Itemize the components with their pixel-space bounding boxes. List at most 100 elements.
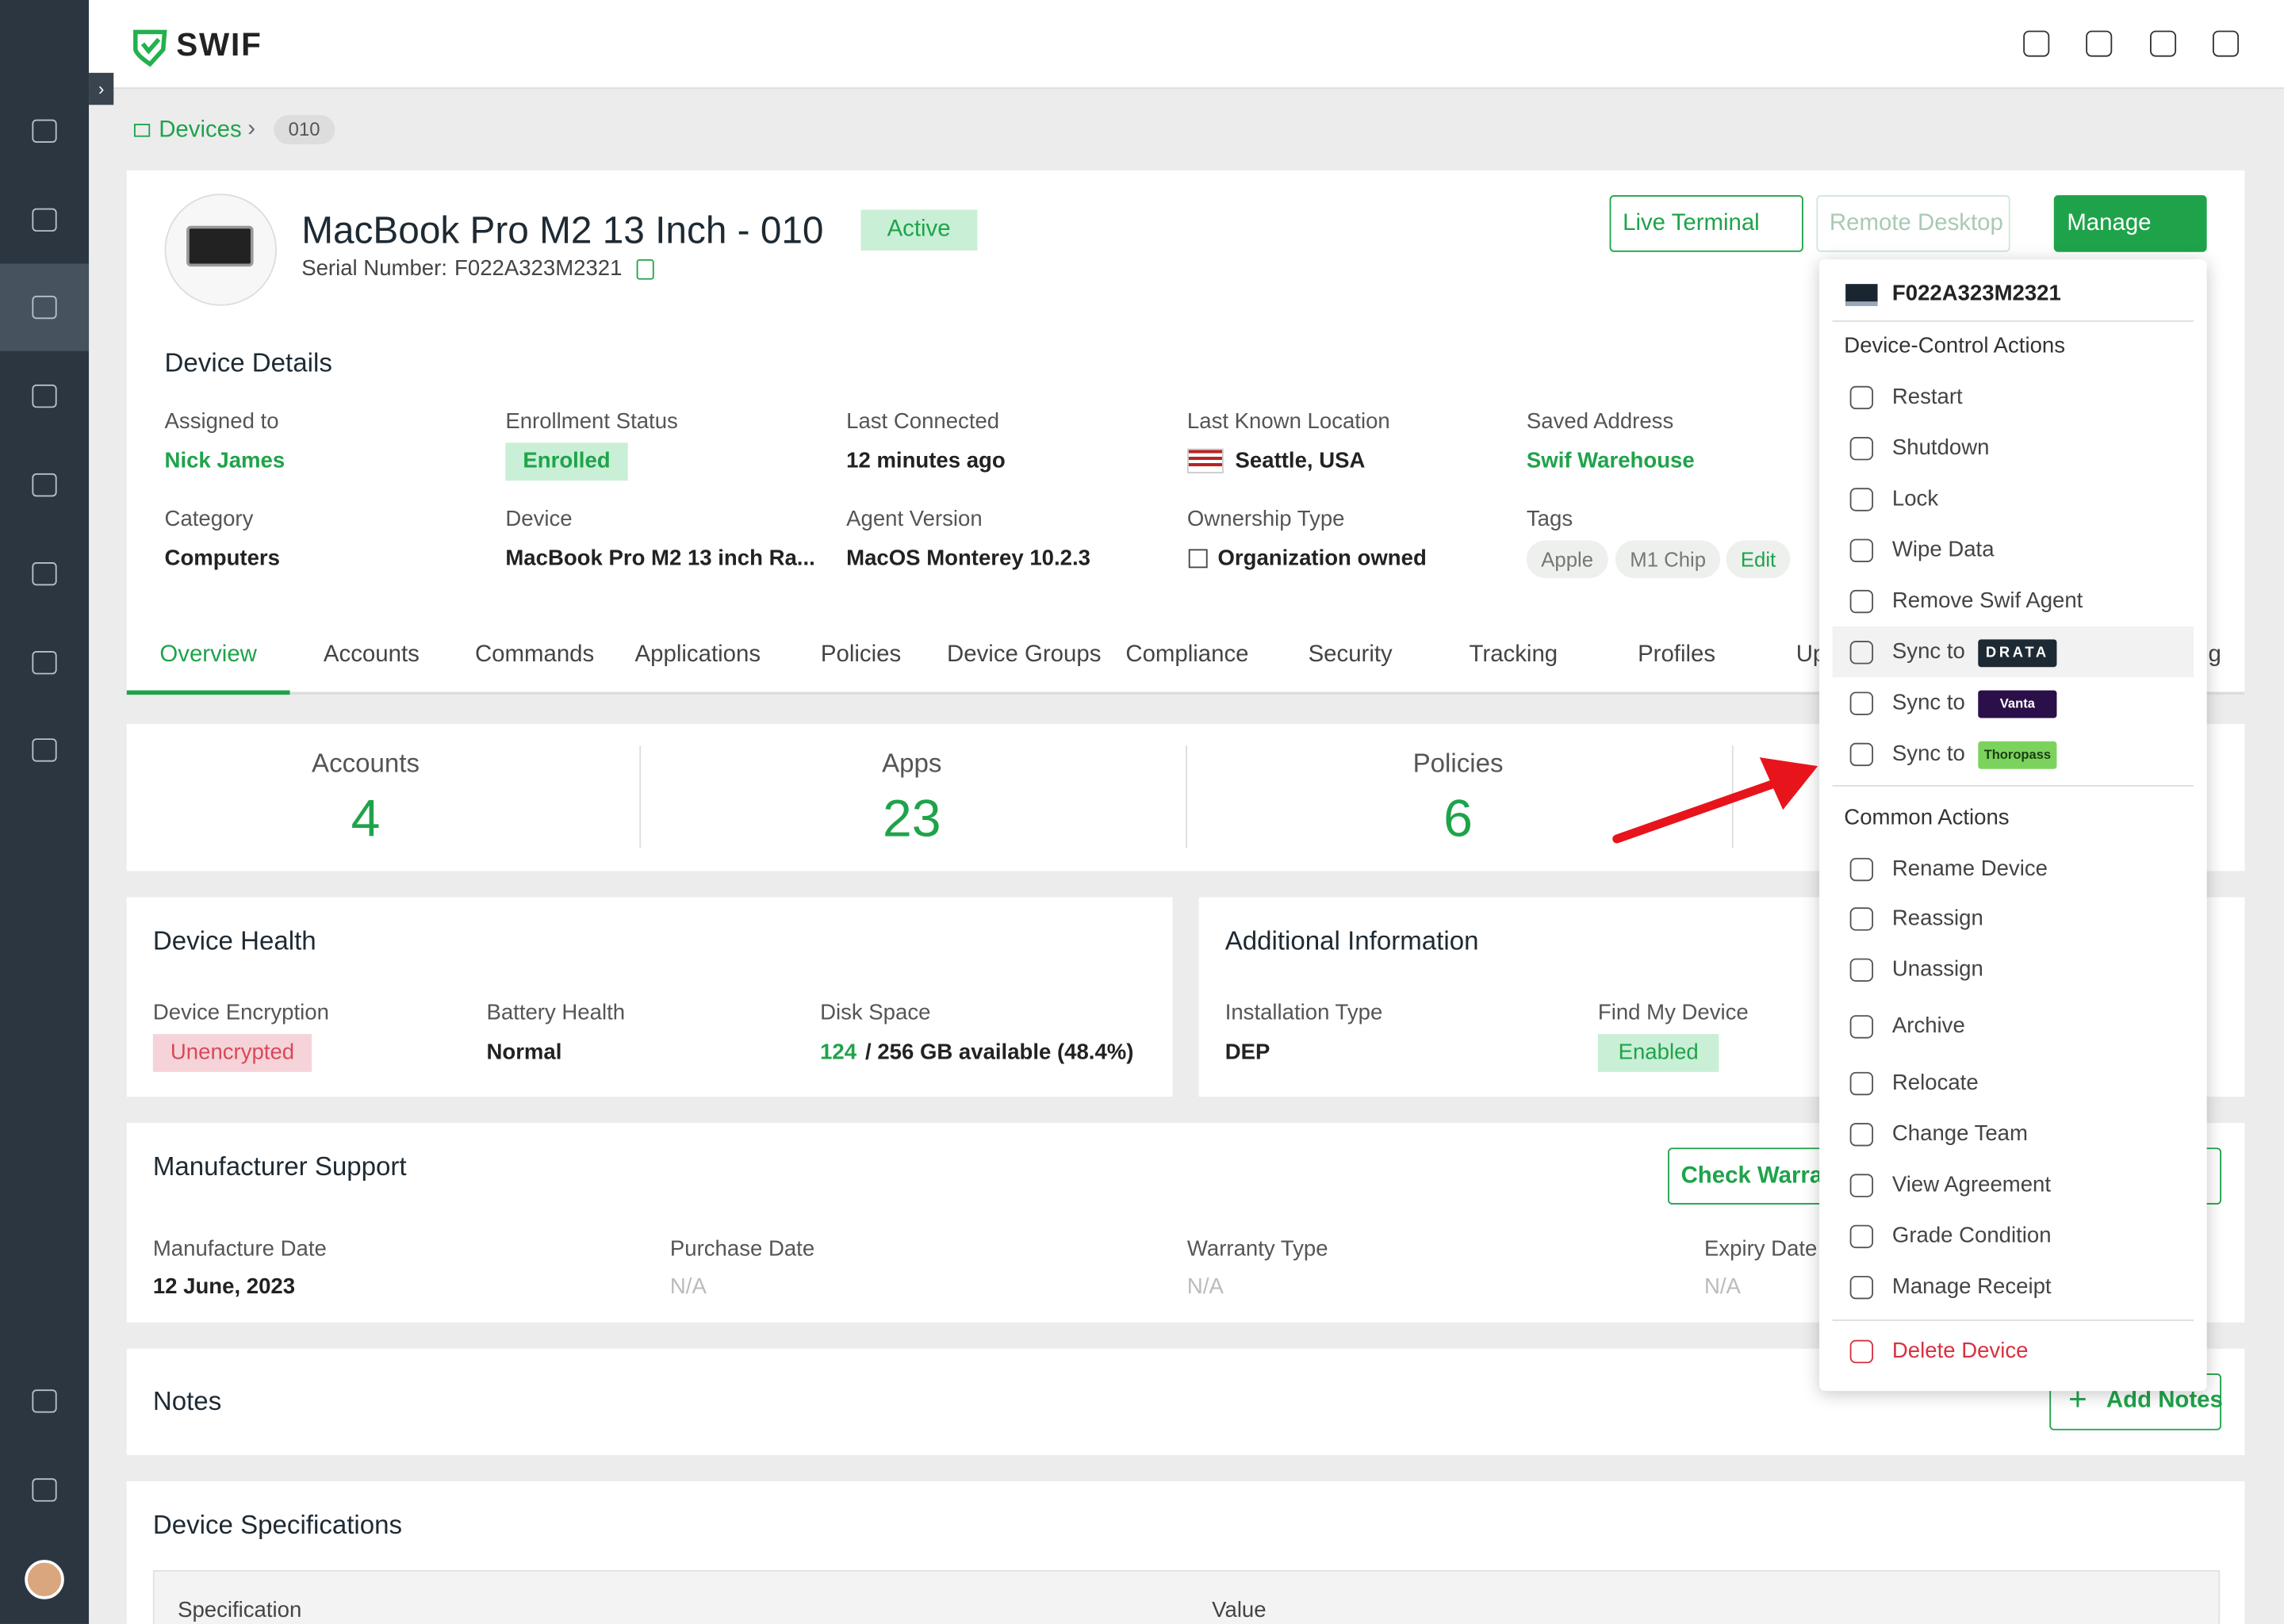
menu-item[interactable]: Remove Swif Agent xyxy=(1891,588,2083,614)
top-icon[interactable] xyxy=(2212,30,2240,57)
sidebar-icon[interactable] xyxy=(32,119,57,143)
header-button-label[interactable]: Live Terminal xyxy=(1623,211,1760,236)
partner-badge: DRATA xyxy=(1978,639,2057,668)
add-notes-label[interactable]: Add Notes xyxy=(2106,1388,2223,1413)
menu-item[interactable]: Change Team xyxy=(1891,1121,2028,1147)
menu-item[interactable]: Unassign xyxy=(1891,956,1983,982)
section-title: Device Specifications xyxy=(152,1510,403,1540)
tab[interactable]: Security xyxy=(1308,642,1393,668)
tab[interactable]: Policies xyxy=(820,642,902,668)
field-value: DEP xyxy=(1224,1040,1270,1065)
tab[interactable]: g xyxy=(2208,642,2221,668)
menu-item[interactable]: Sync to xyxy=(1891,741,1965,767)
field-label: Agent Version xyxy=(846,507,983,532)
building-icon xyxy=(1188,549,1208,569)
field-label: Assigned to xyxy=(164,409,279,435)
menu-item-icon xyxy=(1849,907,1874,931)
sidebar-toggle[interactable]: › xyxy=(89,72,114,105)
sidebar-icon[interactable] xyxy=(32,561,57,586)
sidebar-icon[interactable] xyxy=(32,384,57,408)
menu-item[interactable]: Sync to xyxy=(1891,690,1965,715)
field-value: Nick James xyxy=(164,448,286,473)
tag[interactable]: Edit xyxy=(1726,540,1791,579)
menu-divider xyxy=(1832,320,2194,322)
menu-item[interactable]: Manage Receipt xyxy=(1891,1274,2052,1300)
section-title: Additional Information xyxy=(1224,926,1479,956)
field-label: Enrollment Status xyxy=(505,409,678,435)
top-icon[interactable] xyxy=(2023,30,2050,57)
header-button-label[interactable]: Manage xyxy=(2067,211,2152,236)
header-button[interactable] xyxy=(1609,195,1803,252)
header-button[interactable] xyxy=(1816,195,2010,252)
sidebar-icon[interactable] xyxy=(32,473,57,497)
sidebar-icon[interactable] xyxy=(32,651,57,675)
field-label: Warranty Type xyxy=(1186,1236,1328,1262)
user-avatar[interactable] xyxy=(25,1560,64,1599)
tab[interactable]: Tracking xyxy=(1469,642,1558,668)
menu-item-icon xyxy=(1849,385,1874,410)
menu-item[interactable]: Relocate xyxy=(1891,1070,1979,1096)
tabs-border xyxy=(126,691,2245,695)
tag: M1 Chip xyxy=(1615,540,1721,579)
sidebar-icon[interactable] xyxy=(32,1389,57,1413)
menu-item[interactable]: Sync to xyxy=(1891,639,1965,665)
menu-item-icon xyxy=(1849,641,1874,665)
field-value: MacBook Pro M2 13 inch Ra... xyxy=(505,546,815,571)
menu-item-icon xyxy=(1849,1174,1874,1197)
logo-icon xyxy=(133,29,167,67)
sidebar-icon[interactable] xyxy=(32,1478,57,1502)
field-value: Computers xyxy=(164,546,280,571)
sidebar xyxy=(0,0,90,1624)
tag: Apple xyxy=(1526,540,1608,579)
breadcrumb-link[interactable]: Devices xyxy=(159,117,242,143)
warranty-button-label[interactable]: Check Warran xyxy=(1680,1163,1838,1189)
top-bar xyxy=(89,0,2284,90)
field-label: Device Encryption xyxy=(152,1000,329,1026)
menu-delete[interactable]: Delete Device xyxy=(1891,1338,2029,1364)
tab[interactable]: Commands xyxy=(474,642,595,668)
menu-item[interactable]: Restart xyxy=(1891,384,1963,410)
tab[interactable]: Overview xyxy=(159,642,257,668)
menu-item[interactable]: Wipe Data xyxy=(1891,537,1995,562)
field-label: Last Connected xyxy=(846,409,1000,435)
field-label: Ownership Type xyxy=(1186,507,1345,532)
serial-label: Serial Number: xyxy=(301,256,447,282)
menu-device-icon xyxy=(1845,284,1878,306)
tab[interactable]: Profiles xyxy=(1638,642,1716,668)
stat-value: 4 xyxy=(351,787,381,848)
copy-icon[interactable] xyxy=(636,259,654,280)
header-button-label[interactable]: Remote Desktop xyxy=(1829,211,2003,236)
find-my-badge: Enabled xyxy=(1597,1034,1719,1072)
sidebar-icon[interactable] xyxy=(32,738,57,762)
menu-item[interactable]: Grade Condition xyxy=(1891,1223,2052,1249)
field-value: N/A xyxy=(669,1274,707,1300)
tab[interactable]: Device Groups xyxy=(947,642,1102,668)
sidebar-icon[interactable] xyxy=(32,295,57,320)
menu-item[interactable]: View Agreement xyxy=(1891,1172,2052,1197)
menu-item-icon xyxy=(1849,437,1874,461)
field-value: / 256 GB available (48.4%) xyxy=(865,1040,1134,1065)
tab[interactable]: Applications xyxy=(634,642,761,668)
top-icon[interactable] xyxy=(2150,30,2177,57)
menu-section-title: Common Actions xyxy=(1844,805,2010,830)
top-icon[interactable] xyxy=(2086,30,2113,57)
menu-item[interactable]: Rename Device xyxy=(1891,856,2048,882)
menu-item[interactable]: Shutdown xyxy=(1891,435,1990,461)
field-value: Seattle, USA xyxy=(1235,448,1366,473)
menu-item-icon xyxy=(1849,1275,1874,1300)
stat-label: Policies xyxy=(1412,749,1504,778)
stat-label: Apps xyxy=(882,749,942,778)
menu-item[interactable]: Reassign xyxy=(1891,906,1983,931)
field-label: Category xyxy=(164,507,254,532)
menu-item[interactable]: Archive xyxy=(1891,1013,1965,1039)
partner-badge: Vanta xyxy=(1978,690,2057,718)
field-label: Manufacture Date xyxy=(152,1236,327,1262)
dropdown-menu xyxy=(1819,259,2207,1392)
field-label: Expiry Date xyxy=(1703,1236,1818,1262)
menu-item[interactable]: Lock xyxy=(1891,486,1939,511)
sidebar-icon[interactable] xyxy=(32,208,57,232)
field-label: Device xyxy=(505,507,573,532)
tab[interactable]: Compliance xyxy=(1125,642,1249,668)
tab[interactable]: Accounts xyxy=(323,642,420,668)
header-button[interactable] xyxy=(2053,195,2207,252)
